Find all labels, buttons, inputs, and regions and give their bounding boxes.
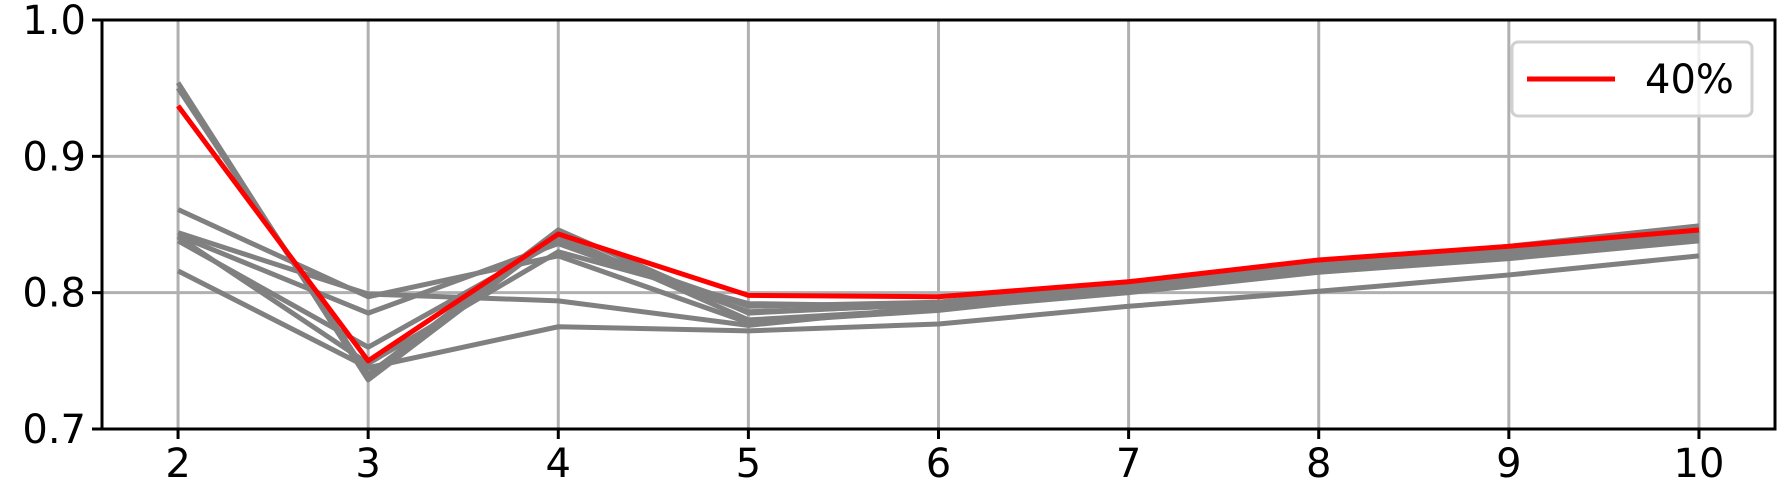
series-line-gray-8 — [176, 253, 1700, 371]
x-tick-label-6: 8 — [1306, 441, 1331, 487]
series-line-gray-7 — [177, 228, 1700, 316]
y-axis-ticks: 0.7 0.8 0.9 1.0 — [22, 0, 102, 453]
x-tick-label-1: 3 — [355, 441, 380, 487]
legend-box — [1510, 40, 1754, 118]
y-tick-label-2: 0.9 — [22, 134, 86, 180]
y-tick-label-3: 1.0 — [22, 0, 86, 44]
x-tick-label-8: 10 — [1674, 441, 1725, 487]
legend-label-40pct: 40% — [1645, 57, 1734, 103]
x-axis-ticks: 2 3 4 5 6 7 8 9 10 — [165, 429, 1724, 487]
x-tick-label-4: 6 — [926, 441, 951, 487]
series-line-gray-3 — [177, 207, 1700, 326]
series-group — [175, 81, 1700, 383]
x-tick-label-5: 7 — [1116, 441, 1141, 487]
y-tick-label-0: 0.7 — [22, 407, 86, 453]
legend: 40% — [1510, 40, 1754, 118]
x-tick-label-0: 2 — [165, 441, 190, 487]
x-tick-label-3: 5 — [736, 441, 761, 487]
x-tick-label-7: 9 — [1496, 441, 1521, 487]
x-tick-label-2: 4 — [546, 441, 571, 487]
series-line-40pct — [176, 104, 1700, 364]
y-tick-label-1: 0.8 — [22, 271, 86, 317]
